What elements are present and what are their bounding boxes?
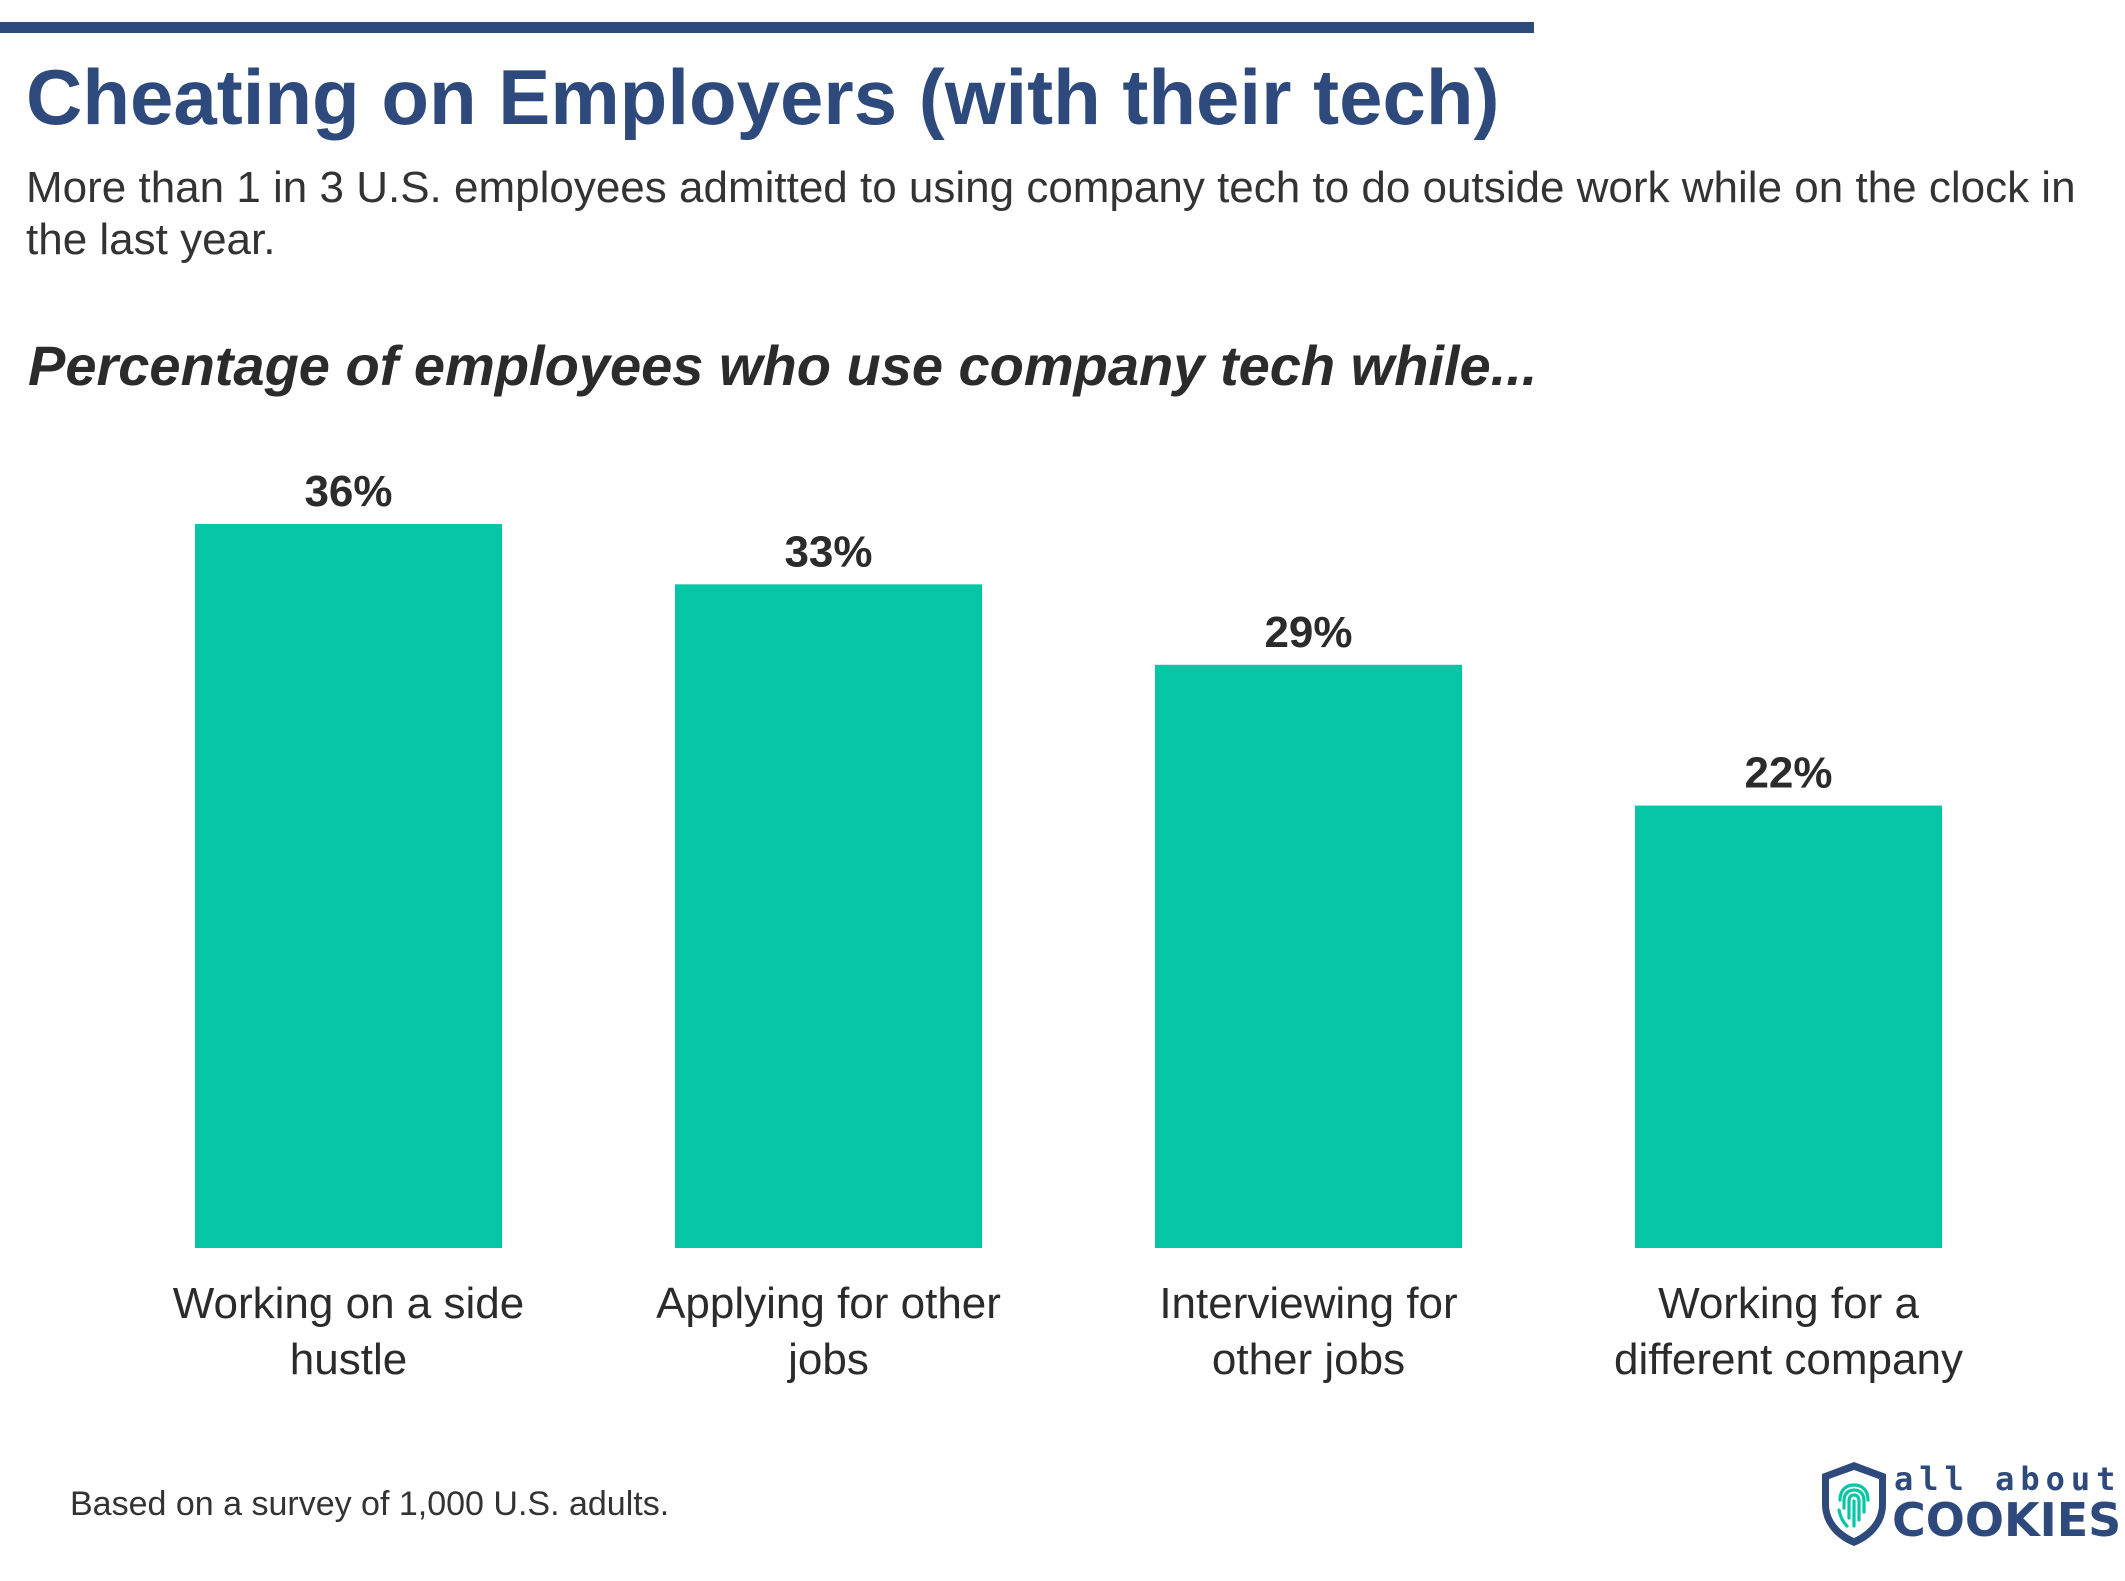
top-rule	[0, 22, 1534, 33]
value-label-2: 33%	[784, 527, 872, 576]
bar-4	[1635, 805, 1942, 1248]
shield-fingerprint-icon	[1822, 1462, 1886, 1546]
logo-text-top: all about	[1894, 1460, 2122, 1498]
bar-1	[195, 524, 502, 1248]
logo-text-bottom: COOKIES	[1892, 1493, 2122, 1547]
chart-heading: Percentage of employees who use company …	[28, 334, 1538, 397]
value-label-1: 36%	[304, 467, 392, 516]
footnote: Based on a survey of 1,000 U.S. adults.	[70, 1485, 670, 1523]
bar-3	[1155, 664, 1462, 1248]
category-label-4: Working for a different company	[1614, 1279, 1963, 1384]
bar-2	[675, 584, 982, 1248]
brand-logo: all about COOKIES	[1818, 1460, 2122, 1552]
page-subtitle: More than 1 in 3 U.S. employees admitted…	[26, 163, 2076, 264]
bar-chart: 36% Working on a side hustle 33% Applying fo…	[173, 467, 1963, 1384]
category-label-1: Working on a side hustle	[173, 1279, 524, 1384]
value-label-4: 22%	[1744, 749, 1832, 798]
category-label-3: Interviewing for other jobs	[1159, 1279, 1457, 1384]
category-label-2: Applying for other jobs	[656, 1279, 1001, 1384]
page-title: Cheating on Employers (with their tech)	[26, 53, 1500, 141]
value-label-3: 29%	[1264, 608, 1352, 657]
